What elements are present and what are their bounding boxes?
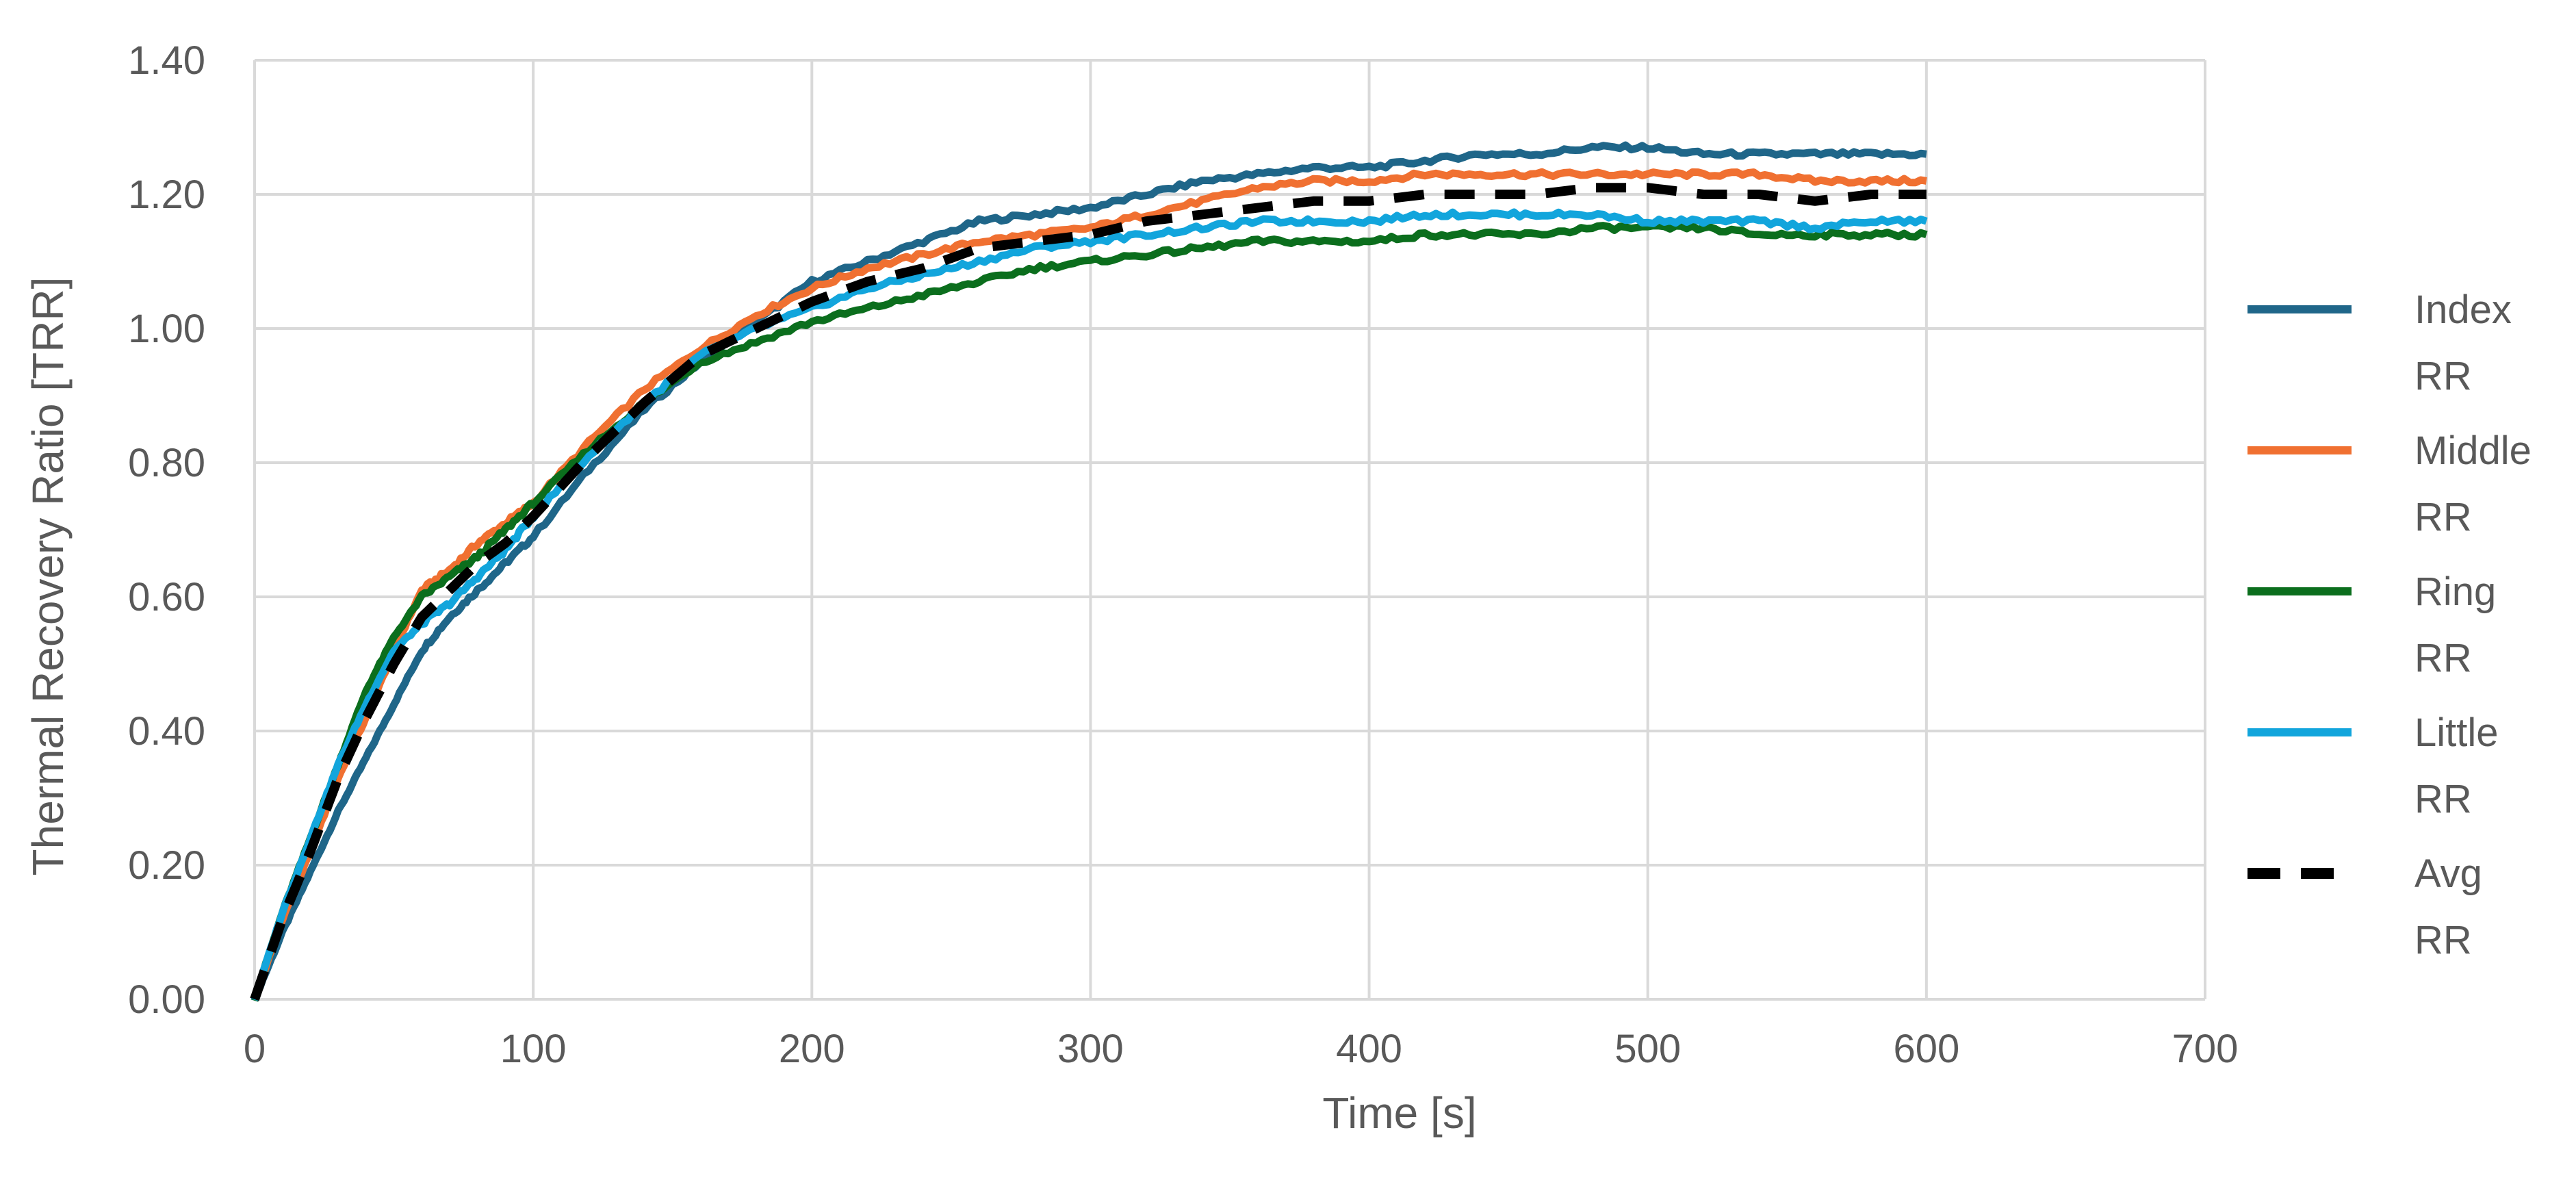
legend-label-suffix: RR <box>2414 636 2472 680</box>
series-line-index <box>250 141 1927 1002</box>
legend-label: Little <box>2414 710 2499 755</box>
y-tick-label: 1.00 <box>128 307 205 351</box>
y-tick-label: 0.40 <box>128 709 205 754</box>
legend: Index RR Middle RR Ring RR Little RR Avg RR <box>2247 287 2532 962</box>
x-tick-label: 200 <box>779 1027 845 1071</box>
y-tick-label: 0.60 <box>128 575 205 619</box>
legend-label-suffix: RR <box>2414 918 2472 962</box>
legend-label-suffix: RR <box>2414 777 2472 821</box>
y-tick-label: 0.80 <box>128 441 205 485</box>
legend-label-suffix: RR <box>2414 354 2472 398</box>
legend-label: Index <box>2414 287 2512 332</box>
x-tick-label: 600 <box>1893 1027 1959 1071</box>
x-tick-label: 400 <box>1336 1027 1402 1071</box>
x-tick-label: 0 <box>244 1027 266 1071</box>
y-tick-label: 0.20 <box>128 843 205 888</box>
gridlines <box>253 59 2206 1001</box>
x-axis-title: Time [s] <box>1322 1088 1476 1138</box>
series-line-avg <box>250 183 1927 1001</box>
y-axis-title: Thermal Recovery Ratio [TRR] <box>23 277 73 876</box>
axes: 0.00 0.20 0.40 0.60 0.80 1.00 1.20 1.40 0 100 200 3… <box>128 38 2238 1071</box>
x-tick-label: 700 <box>2172 1027 2239 1071</box>
legend-label: Middle <box>2414 428 2532 473</box>
y-tick-label: 0.00 <box>128 977 205 1022</box>
x-tick-label: 100 <box>500 1027 567 1071</box>
x-tick-label: 500 <box>1614 1027 1681 1071</box>
y-tick-label: 1.20 <box>128 172 205 217</box>
legend-label: Avg <box>2414 851 2482 896</box>
y-tick-label: 1.40 <box>128 38 205 83</box>
legend-label-suffix: RR <box>2414 495 2472 539</box>
series-line-ring <box>250 222 1928 1002</box>
series-lines <box>250 141 1928 1002</box>
legend-label: Ring <box>2414 569 2496 614</box>
x-tick-label: 300 <box>1057 1027 1124 1071</box>
